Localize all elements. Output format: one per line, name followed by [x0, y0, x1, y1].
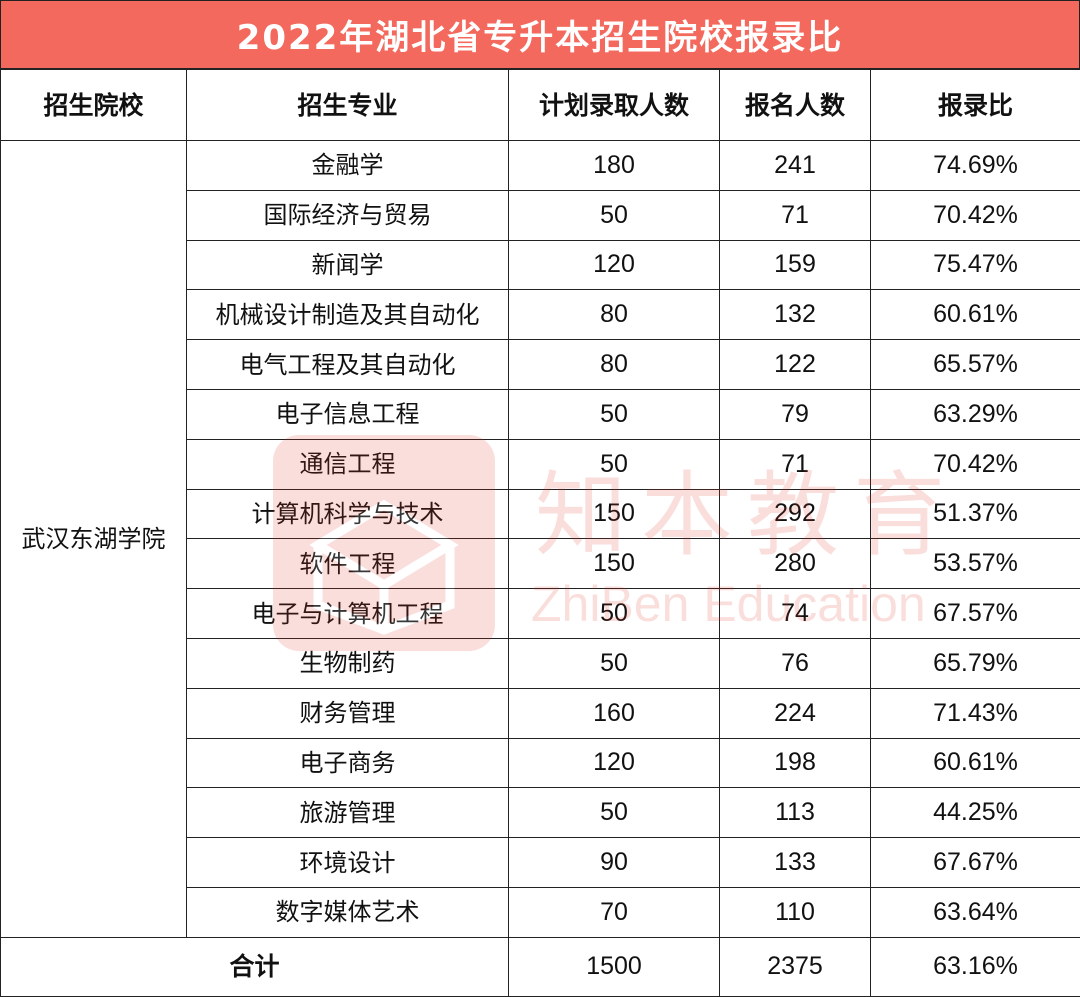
total-ratio: 63.16% [871, 937, 1080, 996]
applicants-cell: 198 [720, 738, 871, 788]
applicants-cell: 113 [720, 788, 871, 838]
plan-cell: 50 [509, 389, 720, 439]
header-plan: 计划录取人数 [509, 70, 720, 141]
major-cell: 新闻学 [187, 240, 509, 290]
table-title: 2022年湖北省专升本招生院校报录比 [237, 10, 844, 59]
ratio-cell: 71.43% [871, 688, 1080, 738]
plan-cell: 50 [509, 190, 720, 240]
major-cell: 生物制药 [187, 638, 509, 688]
ratio-cell: 65.57% [871, 340, 1080, 390]
plan-cell: 80 [509, 290, 720, 340]
school-cell: 武汉东湖学院 [1, 141, 187, 938]
total-row: 合计 1500 2375 63.16% [1, 937, 1080, 996]
major-cell: 旅游管理 [187, 788, 509, 838]
applicants-cell: 132 [720, 290, 871, 340]
plan-cell: 50 [509, 638, 720, 688]
plan-cell: 160 [509, 688, 720, 738]
ratio-cell: 67.57% [871, 589, 1080, 639]
header-major: 招生专业 [187, 70, 509, 141]
applicants-cell: 71 [720, 190, 871, 240]
ratio-cell: 51.37% [871, 489, 1080, 539]
major-cell: 数字媒体艺术 [187, 887, 509, 937]
ratio-cell: 60.61% [871, 290, 1080, 340]
ratio-cell: 63.64% [871, 887, 1080, 937]
major-cell: 国际经济与贸易 [187, 190, 509, 240]
plan-cell: 90 [509, 838, 720, 888]
ratio-cell: 75.47% [871, 240, 1080, 290]
major-cell: 通信工程 [187, 439, 509, 489]
plan-cell: 50 [509, 788, 720, 838]
plan-cell: 180 [509, 141, 720, 191]
applicants-cell: 79 [720, 389, 871, 439]
plan-cell: 120 [509, 738, 720, 788]
plan-cell: 50 [509, 589, 720, 639]
plan-cell: 50 [509, 439, 720, 489]
major-cell: 电子商务 [187, 738, 509, 788]
major-cell: 机械设计制造及其自动化 [187, 290, 509, 340]
applicants-cell: 159 [720, 240, 871, 290]
major-cell: 财务管理 [187, 688, 509, 738]
plan-cell: 70 [509, 887, 720, 937]
ratio-cell: 74.69% [871, 141, 1080, 191]
major-cell: 金融学 [187, 141, 509, 191]
major-cell: 计算机科学与技术 [187, 489, 509, 539]
applicants-cell: 133 [720, 838, 871, 888]
applicants-cell: 74 [720, 589, 871, 639]
applicants-cell: 76 [720, 638, 871, 688]
header-row: 招生院校 招生专业 计划录取人数 报名人数 报录比 [1, 70, 1080, 141]
plan-cell: 80 [509, 340, 720, 390]
major-cell: 电气工程及其自动化 [187, 340, 509, 390]
plan-cell: 150 [509, 489, 720, 539]
header-applicants: 报名人数 [720, 70, 871, 141]
applicants-cell: 280 [720, 539, 871, 589]
header-school: 招生院校 [1, 70, 187, 141]
major-cell: 电子与计算机工程 [187, 589, 509, 639]
applicants-cell: 110 [720, 887, 871, 937]
ratio-cell: 65.79% [871, 638, 1080, 688]
ratio-cell: 70.42% [871, 439, 1080, 489]
applicants-cell: 292 [720, 489, 871, 539]
major-cell: 环境设计 [187, 838, 509, 888]
total-label: 合计 [1, 937, 509, 996]
applicants-cell: 71 [720, 439, 871, 489]
applicants-cell: 122 [720, 340, 871, 390]
ratio-cell: 60.61% [871, 738, 1080, 788]
ratio-cell: 53.57% [871, 539, 1080, 589]
total-applicants: 2375 [720, 937, 871, 996]
applicants-cell: 241 [720, 141, 871, 191]
header-ratio: 报录比 [871, 70, 1080, 141]
major-cell: 软件工程 [187, 539, 509, 589]
total-plan: 1500 [509, 937, 720, 996]
ratio-cell: 70.42% [871, 190, 1080, 240]
ratio-cell: 44.25% [871, 788, 1080, 838]
plan-cell: 150 [509, 539, 720, 589]
table-title-bar: 2022年湖北省专升本招生院校报录比 [0, 0, 1080, 69]
plan-cell: 120 [509, 240, 720, 290]
applicants-cell: 224 [720, 688, 871, 738]
ratio-cell: 67.67% [871, 838, 1080, 888]
ratio-cell: 63.29% [871, 389, 1080, 439]
major-cell: 电子信息工程 [187, 389, 509, 439]
